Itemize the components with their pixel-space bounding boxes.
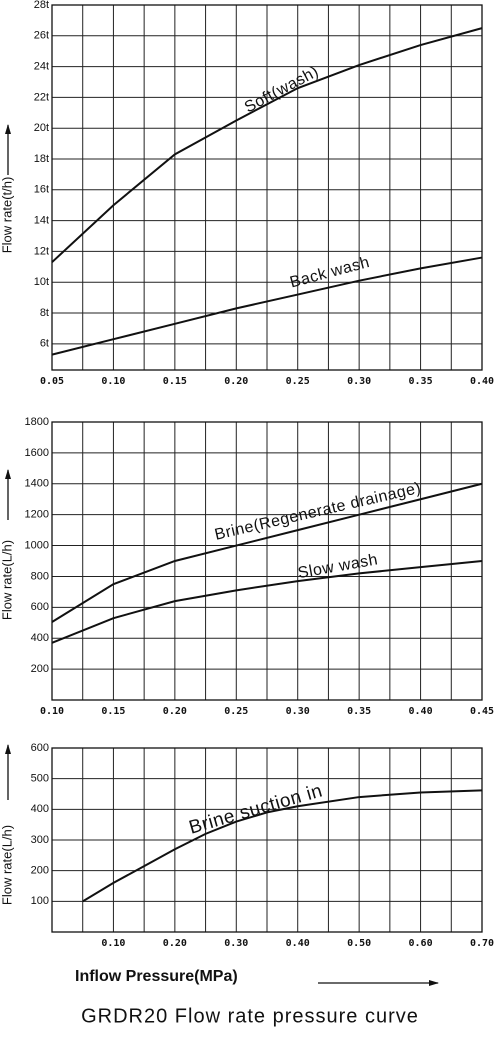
y-tick-label: 26t — [34, 30, 49, 42]
curve — [51, 256, 483, 356]
series-label: Slow wash — [297, 551, 380, 582]
x-tick-label: 0.40 — [409, 706, 433, 717]
y-tick-label: 200 — [31, 865, 49, 877]
y-tick-label: 100 — [31, 895, 49, 907]
y-tick-label: 1000 — [25, 539, 49, 551]
x-tick-label: 0.10 — [40, 706, 64, 717]
y-axis-label: Flow rate(L/h) — [0, 825, 14, 905]
curve — [51, 482, 483, 623]
y-axis-label: Flow rate(t/h) — [0, 177, 14, 254]
y-tick-label: 1200 — [25, 509, 49, 521]
curve — [82, 789, 483, 903]
y-tick-label: 10t — [34, 276, 49, 288]
x-tick-label: 0.40 — [286, 938, 310, 949]
y-tick-label: 500 — [31, 773, 49, 785]
y-tick-label: 12t — [34, 245, 49, 257]
x-tick-label: 0.30 — [347, 376, 371, 387]
x-axis-label: Inflow Pressure(MPa) — [75, 968, 238, 985]
series-label: Soft(wash) — [242, 63, 322, 116]
y-tick-label: 200 — [31, 663, 49, 675]
x-tick-label: 0.25 — [224, 706, 248, 717]
y-tick-label: 400 — [31, 803, 49, 815]
y-tick-label: 16t — [34, 184, 49, 196]
x-tick-label: 0.15 — [101, 706, 125, 717]
x-tick-label: 0.35 — [409, 376, 433, 387]
y-tick-label: 1800 — [25, 416, 49, 428]
y-tick-label: 14t — [34, 215, 49, 227]
y-tick-label: 1400 — [25, 478, 49, 490]
y-tick-label: 800 — [31, 570, 49, 582]
x-tick-label: 0.10 — [101, 376, 125, 387]
x-tick-label: 0.45 — [470, 706, 494, 717]
y-tick-label: 300 — [31, 834, 49, 846]
x-tick-label: 0.30 — [286, 706, 310, 717]
x-tick-label: 0.70 — [470, 938, 494, 949]
y-tick-label: 1600 — [25, 447, 49, 459]
y-tick-label: 24t — [34, 61, 49, 73]
chart-title: GRDR20 Flow rate pressure curve — [81, 1005, 419, 1027]
x-tick-label: 0.20 — [163, 938, 187, 949]
x-tick-label: 0.15 — [163, 376, 187, 387]
x-tick-label: 0.05 — [40, 376, 64, 387]
x-tick-label: 0.50 — [347, 938, 371, 949]
y-axis-label: Flow rate(L/h) — [0, 540, 14, 620]
x-tick-label: 0.30 — [224, 938, 248, 949]
plot-frame — [51, 747, 483, 933]
y-tick-label: 600 — [31, 742, 49, 754]
x-tick-label: 0.20 — [224, 376, 248, 387]
series-label: Brine(Regenerate drainage) — [213, 480, 423, 544]
y-tick-label: 600 — [31, 601, 49, 613]
y-tick-label: 28t — [34, 0, 49, 11]
x-tick-label: 0.60 — [409, 938, 433, 949]
y-tick-label: 18t — [34, 153, 49, 165]
y-tick-label: 6t — [40, 338, 49, 350]
plot-frame — [51, 4, 483, 371]
x-tick-label: 0.40 — [470, 376, 494, 387]
x-tick-label: 0.20 — [163, 706, 187, 717]
curve — [51, 27, 483, 263]
y-tick-label: 400 — [31, 632, 49, 644]
y-tick-label: 22t — [34, 91, 49, 103]
y-tick-label: 20t — [34, 122, 49, 134]
x-tick-label: 0.10 — [101, 938, 125, 949]
x-tick-label: 0.25 — [286, 376, 310, 387]
curve — [51, 560, 483, 644]
x-tick-label: 0.35 — [347, 706, 371, 717]
y-tick-label: 8t — [40, 307, 49, 319]
